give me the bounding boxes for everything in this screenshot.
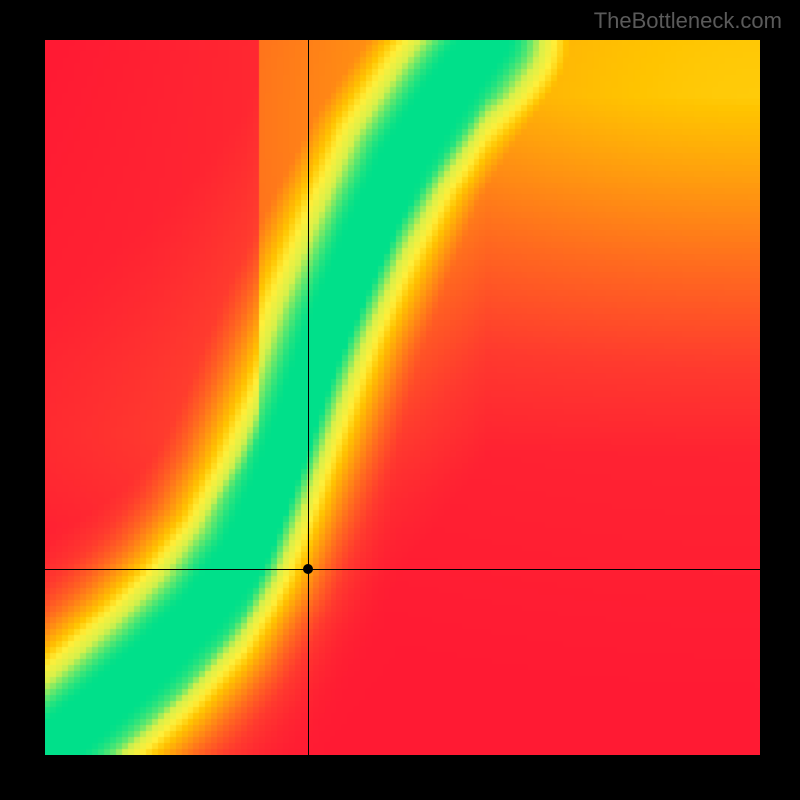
watermark-text: TheBottleneck.com: [594, 8, 782, 34]
crosshair-marker: [303, 564, 313, 574]
crosshair-vertical: [308, 40, 309, 755]
crosshair-horizontal: [45, 569, 760, 570]
heatmap-canvas: [45, 40, 760, 755]
chart-container: TheBottleneck.com: [0, 0, 800, 800]
plot-area: [45, 40, 760, 755]
